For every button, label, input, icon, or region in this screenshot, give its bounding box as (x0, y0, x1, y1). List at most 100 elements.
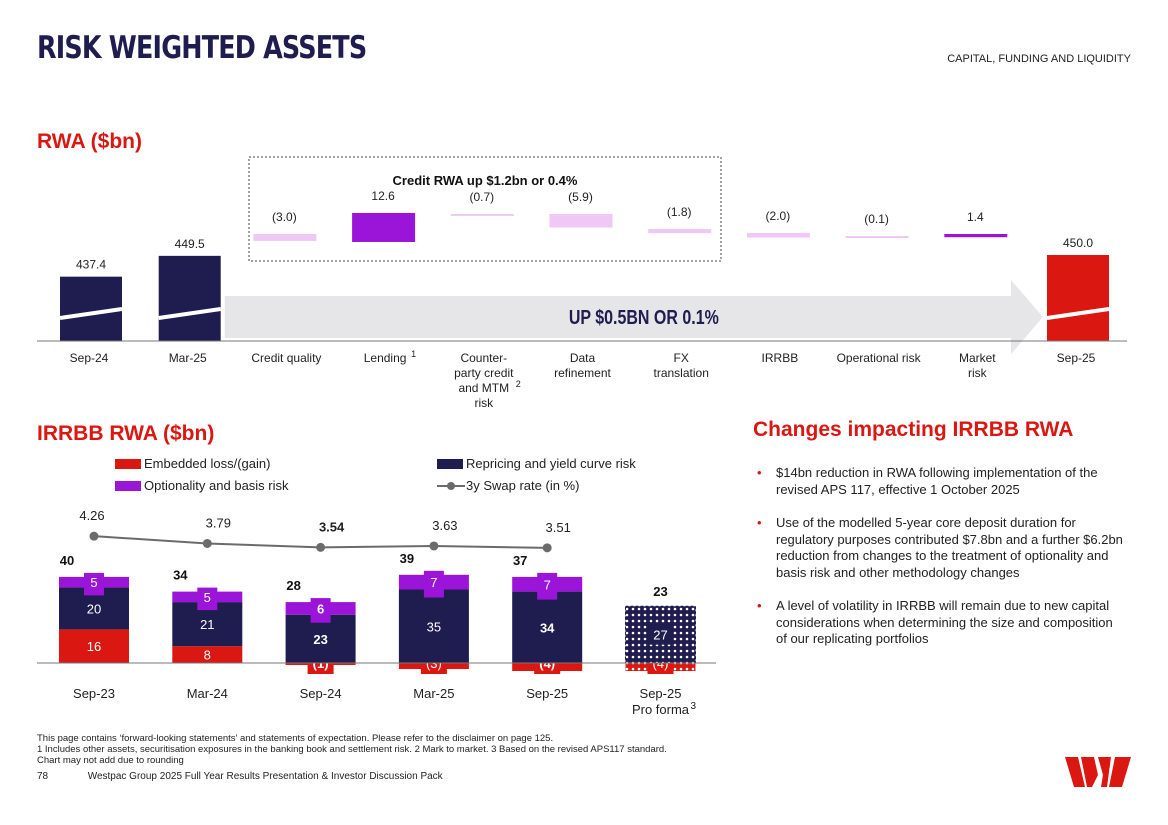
segment-value-label: 23 (313, 632, 327, 647)
category-label: Mar-24 (187, 686, 228, 701)
negative-label-box (647, 653, 674, 674)
segment-value-label: 20 (87, 601, 101, 616)
segment-value-label: 8 (204, 648, 211, 663)
swap-rate-point (89, 531, 99, 541)
category-label-line: Sep-24 (70, 351, 109, 365)
category-label: Sep-24 (70, 351, 109, 365)
category-label-line: Sep-25 (1057, 351, 1096, 365)
waterfall-bar (1047, 255, 1109, 341)
category-label-line: risk (968, 366, 988, 380)
waterfall-bar (253, 234, 317, 241)
disclaimer-note: This page contains ‘forward-looking stat… (37, 733, 554, 744)
bullet-text: A level of volatility in IRRBB will rema… (776, 598, 1113, 646)
credit-rwa-box (248, 156, 722, 262)
swap-rate-label: 3.51 (546, 520, 571, 535)
bar-value-label: (5.9) (568, 190, 593, 204)
stack-total-label: 28 (286, 578, 300, 593)
bullet-dot-icon: • (757, 465, 762, 480)
repricing-segment (59, 587, 129, 630)
bar-value-label: (1.8) (667, 205, 692, 219)
footnote-definitions: 1 Includes other assets, securitisation … (37, 744, 667, 755)
segment-value-label: 27 (653, 628, 667, 643)
stack-total-label: 34 (173, 568, 188, 583)
waterfall-bar (450, 214, 514, 216)
bar-value-label: 450.0 (1063, 236, 1093, 250)
legend-line-marker (447, 482, 455, 490)
segment-value-label: 7 (430, 575, 437, 590)
category-label-line: translation (654, 366, 709, 380)
repricing-segment (512, 591, 583, 663)
category-label: Operational risk (837, 351, 922, 365)
legend-label: 3y Swap rate (in %) (466, 478, 579, 493)
segment-value-label: 34 (540, 620, 555, 635)
swap-rate-point (429, 541, 439, 551)
segment-value-label: (3) (426, 656, 442, 671)
category-label: Counter-party credit and MTM risk (454, 351, 514, 410)
waterfall-bar (845, 236, 909, 238)
category-label-line: Mar-25 (413, 686, 454, 701)
optionality-segment (398, 574, 469, 590)
document-title: Westpac Group 2025 Full Year Results Pre… (87, 771, 443, 782)
footnote-superscript: 2 (516, 379, 521, 389)
arrow-label: UP $0.5BN OR 0.1% (569, 306, 719, 328)
embedded-loss-segment (625, 663, 696, 671)
waterfall-bar (944, 234, 1008, 238)
waterfall-bar (549, 214, 613, 228)
growth-arrow (224, 280, 1043, 354)
page-title: RISK WEIGHTED ASSETS (37, 30, 367, 66)
embedded-loss-segment (512, 663, 583, 671)
segment-value-label: (4) (653, 656, 669, 671)
category-label: Sep-25 (526, 686, 568, 701)
category-label-line: Sep-23 (73, 686, 115, 701)
irrbb-chart-title: IRRBB RWA ($bn) (37, 422, 215, 445)
legend-label: Embedded loss/(gain) (144, 456, 270, 471)
category-label-line: Pro forma (632, 702, 690, 717)
swap-rate-label: 3.79 (206, 515, 231, 530)
bar-value-label: (3.0) (272, 210, 297, 224)
axis-break-mark (1046, 307, 1110, 320)
bar-value-label: (0.1) (864, 212, 889, 226)
category-label-line: and MTM (458, 381, 509, 395)
negative-label-box (534, 653, 561, 674)
category-label-line: Sep-24 (300, 686, 342, 701)
segment-value-label: (4) (539, 656, 555, 671)
page-footer: 78 Westpac Group 2025 Full Year Results … (37, 771, 443, 782)
changes-heading: Changes impacting IRRBB RWA (753, 418, 1074, 441)
stack-total-label: 40 (60, 553, 74, 568)
bar-value-label: (2.0) (766, 209, 791, 223)
waterfall-bar (352, 213, 416, 242)
repricing-segment (398, 589, 469, 663)
embedded-loss-segment (285, 663, 356, 665)
waterfall-bar (746, 233, 810, 238)
segment-value-label: 6 (317, 601, 324, 616)
rwa-chart-title: RWA ($bn) (37, 130, 142, 153)
category-label-line: Data (570, 351, 596, 365)
category-label: Sep-25 (1057, 351, 1096, 365)
category-label: Sep-23 (73, 686, 115, 701)
bar-value-label: (0.7) (469, 190, 494, 204)
category-label-line: Mar-24 (187, 686, 228, 701)
swap-rate-label: 3.54 (319, 519, 345, 534)
changes-bullet-list: • $14bn reduction in RWA following implem… (753, 465, 1123, 665)
repricing-segment (625, 605, 696, 664)
category-label-line: Sep-25 (640, 686, 682, 701)
stack-total-label: 39 (400, 551, 414, 566)
category-label-line: risk (474, 396, 494, 410)
category-label: Sep-25 Pro forma (632, 686, 690, 717)
credit-box-label: Credit RWA up $1.2bn or 0.4% (393, 173, 578, 188)
negative-label-box (307, 653, 334, 674)
bullet-item: • A level of volatility in IRRBB will rem… (753, 598, 1123, 648)
embedded-loss-segment (59, 629, 129, 663)
bullet-item: • $14bn reduction in RWA following implem… (753, 465, 1123, 498)
rounding-note: Chart may not add due to rounding (37, 755, 184, 766)
category-label: Lending (364, 351, 407, 365)
footnote-superscript: 1 (411, 349, 416, 359)
legend-label: Optionality and basis risk (144, 478, 289, 493)
pro-forma-label-box (648, 624, 673, 645)
bullet-text: Use of the modelled 5-year core deposit … (776, 515, 1123, 580)
bar-value-label: 12.6 (371, 189, 395, 203)
repricing-segment (172, 602, 243, 647)
axis-break-mark (59, 307, 123, 320)
page-number: 78 (37, 771, 49, 782)
negative-label-box (420, 653, 447, 674)
